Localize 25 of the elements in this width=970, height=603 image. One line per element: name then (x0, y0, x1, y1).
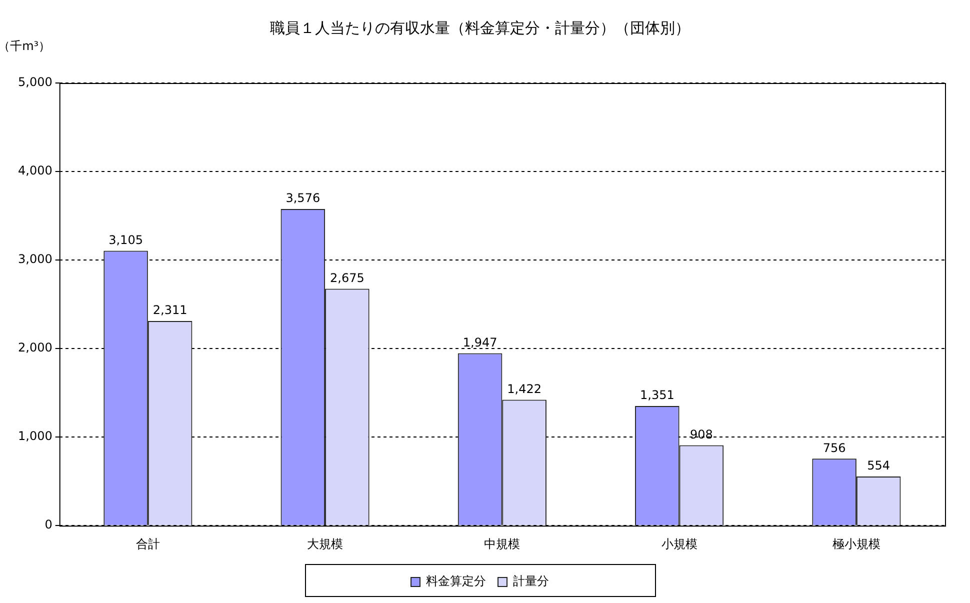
legend-label: 料金算定分 (426, 574, 486, 588)
y-axis-title: （千m³） (0, 39, 51, 54)
x-tick-label: 大規模 (307, 536, 344, 551)
y-tick-label: 2,000 (18, 340, 52, 355)
data-label: 3,576 (286, 191, 320, 206)
data-label: 2,675 (330, 270, 364, 285)
data-label: 908 (690, 427, 713, 442)
data-label: 756 (822, 440, 846, 455)
legend-label: 計量分 (513, 574, 549, 588)
data-label: 1,947 (462, 335, 498, 350)
chart-title: 職員１人当たりの有収水量（料金算定分・計量分）（団体別） (270, 18, 690, 37)
data-label: 3,105 (108, 232, 143, 247)
y-tick-label: 0 (44, 518, 52, 532)
x-tick-label: 小規模 (661, 536, 698, 551)
y-tick-label: 1,000 (18, 429, 52, 444)
y-tick-label: 4,000 (18, 164, 52, 178)
data-label: 1,351 (640, 388, 674, 402)
y-tick-label: 3,000 (18, 252, 52, 266)
data-label: 1,422 (507, 382, 542, 396)
data-label: 2,311 (152, 303, 188, 318)
y-tick-label: 5,000 (18, 75, 52, 90)
x-tick-label: 中規模 (484, 536, 520, 551)
x-tick-label: 極小規模 (832, 536, 880, 551)
x-tick-label: 合計 (136, 536, 160, 551)
data-label: 554 (867, 458, 890, 473)
